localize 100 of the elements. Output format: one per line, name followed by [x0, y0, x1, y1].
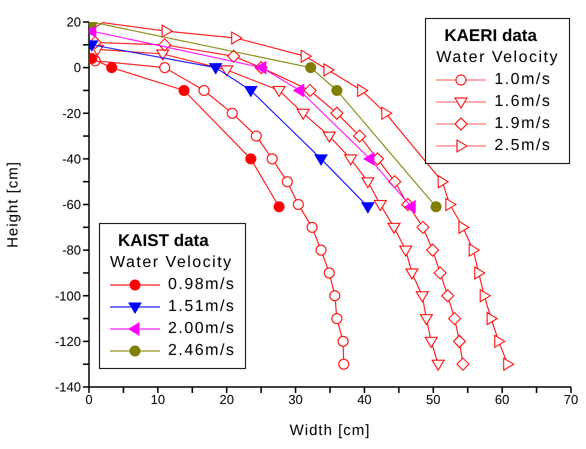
legend-label: 1.9m/s: [494, 115, 552, 133]
legend-label: 1.6m/s: [494, 93, 552, 111]
y-tick-label: 20: [66, 14, 81, 30]
point: [316, 244, 327, 256]
point: [300, 50, 312, 63]
y-tick-label: -60: [62, 197, 81, 212]
point: [329, 290, 340, 302]
point: [452, 334, 466, 348]
point: [331, 84, 342, 96]
x-tick-label: 50: [426, 392, 441, 408]
point: [344, 154, 358, 166]
point: [227, 50, 240, 63]
point: [456, 358, 470, 371]
point: [245, 153, 256, 164]
point: [494, 334, 506, 348]
point: [274, 201, 285, 212]
point: [438, 175, 449, 188]
point: [381, 106, 392, 120]
annotation: KAIST data: [117, 230, 210, 252]
point: [503, 358, 514, 371]
y-axis-title: Height [cm]: [4, 161, 22, 248]
point: [388, 222, 401, 234]
point: [331, 313, 342, 324]
y-tick-label: -140: [54, 380, 81, 395]
point: [156, 49, 170, 60]
point: [244, 86, 258, 97]
annotation: Water Velocity: [110, 253, 234, 273]
point: [322, 132, 336, 143]
x-tick-label: 70: [564, 392, 578, 408]
point: [306, 222, 318, 233]
point: [363, 152, 374, 166]
point: [209, 63, 222, 74]
point: [361, 177, 374, 188]
point: [162, 24, 173, 38]
point: [486, 312, 498, 326]
point: [357, 84, 368, 97]
point: [374, 200, 387, 211]
x-tick-label: 20: [219, 392, 234, 408]
legend-label: 2.00m/s: [168, 320, 236, 338]
point: [231, 31, 242, 44]
point: [448, 312, 462, 326]
point: [416, 291, 429, 302]
point: [338, 358, 350, 370]
point: [424, 336, 438, 348]
point: [426, 244, 440, 257]
point: [106, 62, 118, 74]
point: [353, 130, 366, 143]
point: [292, 199, 304, 210]
annotation: KAERI data: [443, 25, 538, 47]
point: [441, 289, 454, 302]
x-tick-label: 30: [288, 392, 303, 408]
y-tick-label: 0: [74, 60, 81, 76]
point: [250, 130, 262, 142]
point: [458, 220, 470, 234]
x-axis-title: Width [cm]: [290, 422, 370, 439]
y-tick-label: -80: [62, 242, 81, 258]
legend-label: 1.0m/s: [494, 71, 552, 89]
legend-label: 2.5m/s: [494, 137, 552, 155]
legend-label: 0.98m/s: [168, 276, 236, 294]
point: [226, 108, 238, 119]
legend-label: 1.51m/s: [168, 298, 236, 316]
point: [296, 108, 310, 120]
point: [445, 198, 456, 211]
point: [480, 289, 491, 302]
point: [305, 62, 316, 74]
point: [282, 176, 293, 188]
point: [159, 62, 170, 74]
point: [430, 201, 442, 212]
point: [405, 268, 418, 280]
point: [314, 154, 328, 166]
y-tick-label: -100: [54, 288, 81, 304]
point: [420, 314, 433, 326]
point: [198, 84, 210, 96]
point: [178, 84, 190, 96]
x-tick-label: 40: [357, 392, 372, 408]
point: [404, 200, 416, 214]
y-tick-label: -20: [62, 106, 81, 121]
point: [323, 63, 334, 76]
point: [434, 266, 447, 280]
x-tick-label: 60: [494, 392, 510, 408]
point: [399, 246, 412, 257]
point: [324, 267, 335, 278]
x-tick-label: 10: [150, 392, 166, 408]
y-tick-label: -120: [54, 334, 81, 349]
x-tick-label: 0: [85, 392, 93, 408]
point: [361, 202, 374, 214]
legend-label: 2.46m/s: [168, 342, 236, 360]
point: [474, 266, 486, 280]
point: [338, 336, 349, 347]
annotation: Water Velocity: [436, 48, 559, 68]
point: [293, 84, 304, 97]
point: [266, 153, 278, 164]
y-tick-label: -40: [62, 151, 81, 166]
point: [432, 360, 445, 371]
point: [416, 220, 430, 234]
point: [468, 244, 480, 257]
point: [272, 86, 286, 97]
point: [220, 65, 234, 76]
point: [330, 106, 344, 120]
point: [304, 84, 317, 97]
